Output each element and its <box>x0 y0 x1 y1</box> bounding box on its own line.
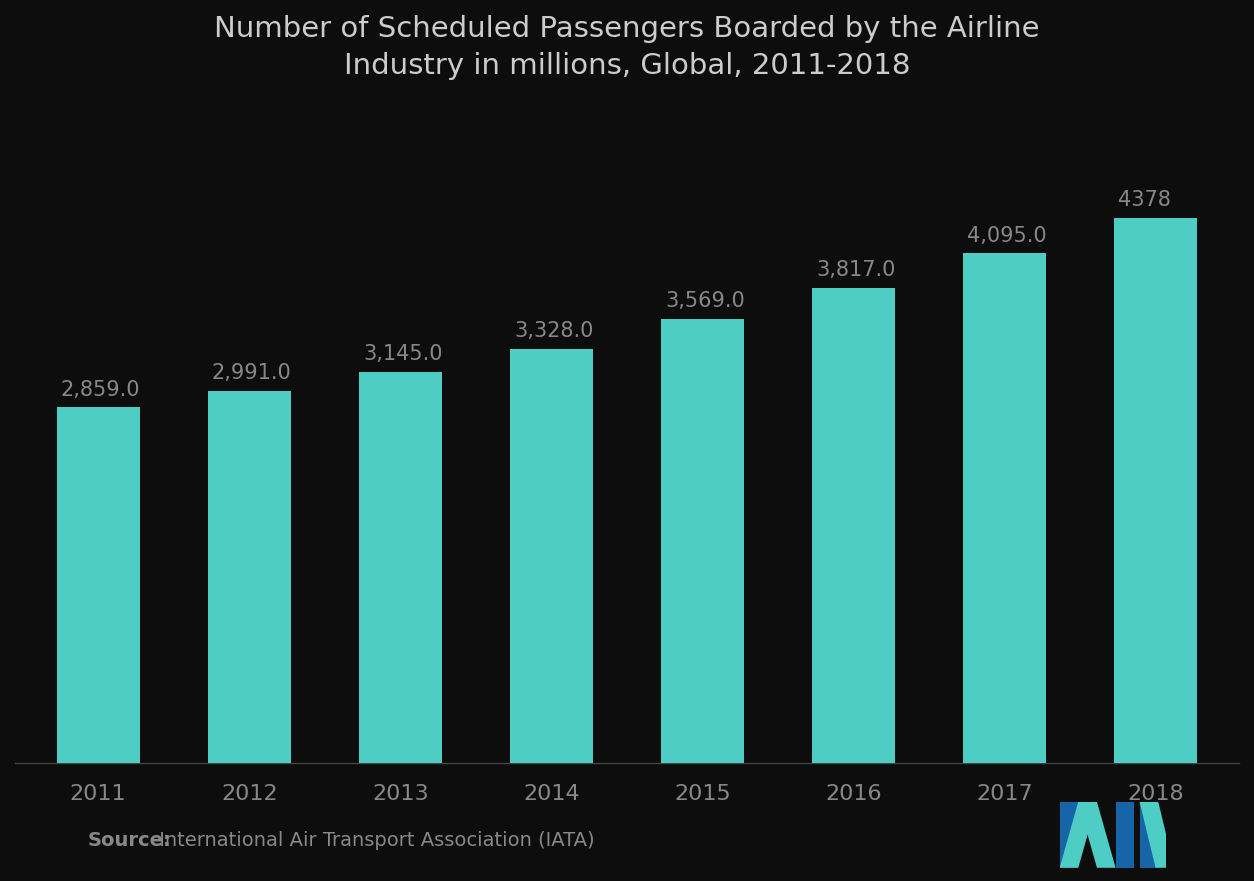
Bar <box>813 288 895 764</box>
Bar <box>510 349 593 764</box>
Text: International Air Transport Association (IATA): International Air Transport Association … <box>153 831 594 850</box>
Text: 2,991.0: 2,991.0 <box>212 363 292 383</box>
Bar <box>56 407 139 764</box>
Polygon shape <box>1078 802 1116 868</box>
Title: Number of Scheduled Passengers Boarded by the Airline
Industry in millions, Glob: Number of Scheduled Passengers Boarded b… <box>214 15 1040 80</box>
Polygon shape <box>1060 802 1078 868</box>
Text: 2,859.0: 2,859.0 <box>60 380 140 400</box>
Text: 3,328.0: 3,328.0 <box>514 322 593 341</box>
Polygon shape <box>1140 802 1159 868</box>
Polygon shape <box>1060 802 1097 868</box>
Text: 4,095.0: 4,095.0 <box>967 226 1047 246</box>
Text: 3,817.0: 3,817.0 <box>816 261 895 280</box>
Bar <box>208 391 291 764</box>
Bar <box>1115 218 1198 764</box>
Bar <box>963 253 1046 764</box>
Polygon shape <box>1174 802 1193 868</box>
Text: 3,145.0: 3,145.0 <box>362 344 443 364</box>
Bar <box>661 319 744 764</box>
Bar <box>359 372 441 764</box>
Text: 4378: 4378 <box>1119 190 1171 211</box>
Text: Source:: Source: <box>88 831 172 850</box>
Polygon shape <box>1116 802 1134 868</box>
Polygon shape <box>1140 802 1174 868</box>
Text: 3,569.0: 3,569.0 <box>665 292 745 311</box>
